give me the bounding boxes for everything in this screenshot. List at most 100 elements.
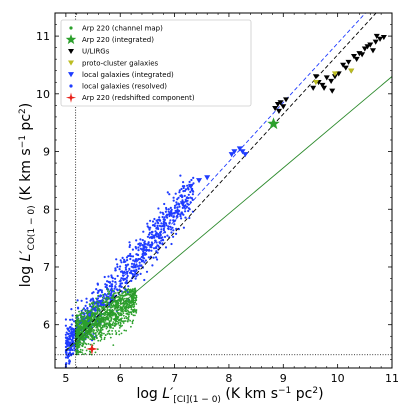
channel-map-point <box>122 314 125 317</box>
channel-map-point <box>119 322 122 325</box>
resolved-point <box>170 231 173 234</box>
channel-map-point <box>80 327 83 330</box>
resolved-point <box>137 249 140 252</box>
channel-map-point <box>93 332 95 334</box>
channel-map-point <box>118 324 121 327</box>
channel-map-point <box>93 337 96 340</box>
resolved-point <box>167 213 170 216</box>
channel-map-point <box>119 321 122 324</box>
resolved-point <box>174 192 177 195</box>
channel-map-point <box>135 294 138 297</box>
channel-map-point <box>92 303 94 305</box>
resolved-point <box>159 211 162 214</box>
resolved-point <box>183 185 186 188</box>
channel-map-point <box>78 314 80 316</box>
channel-map-point <box>97 294 100 297</box>
channel-map-point <box>81 349 84 351</box>
resolved-point <box>188 216 191 220</box>
resolved-point <box>182 190 185 193</box>
channel-map-point <box>98 325 101 328</box>
legend-marker-arp-220-channel-map <box>69 26 73 30</box>
resolved-point <box>160 228 163 231</box>
resolved-point <box>186 184 189 187</box>
channel-map-point <box>107 330 110 333</box>
channel-map-point <box>96 326 98 329</box>
channel-map-point <box>111 296 113 299</box>
channel-map-point <box>86 321 89 324</box>
resolved-point <box>190 178 193 182</box>
channel-map-point <box>129 293 132 296</box>
resolved-point <box>132 269 135 272</box>
resolved-point <box>120 270 124 273</box>
channel-map-point <box>78 332 80 335</box>
channel-map-point <box>112 344 115 346</box>
channel-map-point <box>80 320 83 323</box>
resolved-point <box>150 230 153 234</box>
resolved-point <box>160 222 163 225</box>
channel-map-point <box>108 320 111 323</box>
channel-map-point <box>130 306 133 309</box>
channel-map-point <box>103 332 105 335</box>
channel-map-point <box>100 305 103 308</box>
channel-map-point <box>108 292 110 295</box>
channel-map-point <box>91 306 94 309</box>
channel-map-point <box>96 330 99 333</box>
y-tick-label: 11 <box>36 30 50 43</box>
resolved-point <box>157 207 160 210</box>
resolved-point <box>173 206 176 209</box>
u-lirgs-marker <box>329 88 336 94</box>
channel-map-point <box>84 319 87 322</box>
channel-map-point <box>120 332 123 335</box>
resolved-point <box>145 246 148 249</box>
u-lirgs-marker <box>342 65 349 71</box>
resolved-point <box>172 229 175 232</box>
channel-map-point <box>110 314 113 317</box>
channel-map-point <box>91 315 93 318</box>
resolved-point <box>131 248 134 251</box>
resolved-point <box>122 260 126 264</box>
resolved-point <box>172 235 175 238</box>
channel-map-point <box>130 311 133 314</box>
channel-map-point <box>99 339 102 342</box>
channel-map-point <box>127 319 129 321</box>
u-lirgs-marker <box>350 54 357 60</box>
resolved-point <box>175 232 178 235</box>
legend-marker-proto-cluster-galaxies <box>68 60 74 66</box>
u-lirgs-marker <box>359 52 366 58</box>
resolved-point <box>121 256 124 259</box>
channel-map-point <box>104 297 107 300</box>
legend-label-u-lirgs: U/LIRGs <box>82 48 110 56</box>
resolved-point <box>99 301 102 304</box>
channel-map-point <box>102 316 105 319</box>
resolved-point <box>76 299 79 302</box>
resolved-point <box>158 241 161 244</box>
resolved-point <box>89 305 92 308</box>
channel-map-point <box>79 351 82 354</box>
channel-map-point <box>81 339 84 341</box>
resolved-point <box>160 236 163 240</box>
resolved-point <box>187 193 190 196</box>
channel-map-point <box>127 288 130 290</box>
resolved-point <box>162 224 165 227</box>
resolved-point <box>80 299 83 302</box>
channel-map-point <box>117 312 120 314</box>
resolved-point <box>120 261 123 264</box>
resolved-point <box>163 202 166 206</box>
channel-map-point <box>115 309 118 312</box>
resolved-point <box>188 208 191 211</box>
legend-label-arp-220-channel-map: Arp 220 (channel map) <box>82 25 163 33</box>
resolved-point <box>116 265 119 268</box>
channel-map-point <box>132 314 135 317</box>
resolved-point <box>175 201 178 204</box>
channel-map-point <box>135 299 138 301</box>
resolved-point <box>126 259 129 262</box>
resolved-point <box>147 226 150 229</box>
channel-map-point <box>105 296 108 299</box>
channel-map-point <box>124 297 126 300</box>
resolved-point <box>70 323 73 326</box>
channel-map-point <box>106 309 109 311</box>
channel-map-point <box>104 318 106 321</box>
resolved-point <box>130 262 134 265</box>
channel-map-point <box>109 302 112 305</box>
channel-map-point <box>111 333 114 335</box>
